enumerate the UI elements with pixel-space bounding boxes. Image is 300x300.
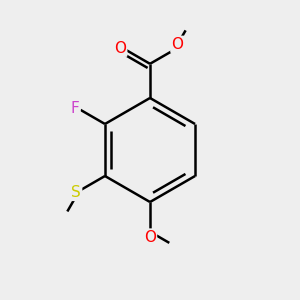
Text: O: O xyxy=(144,230,156,244)
Text: F: F xyxy=(71,101,80,116)
Text: O: O xyxy=(171,37,183,52)
Text: O: O xyxy=(114,41,126,56)
Text: S: S xyxy=(71,185,81,200)
